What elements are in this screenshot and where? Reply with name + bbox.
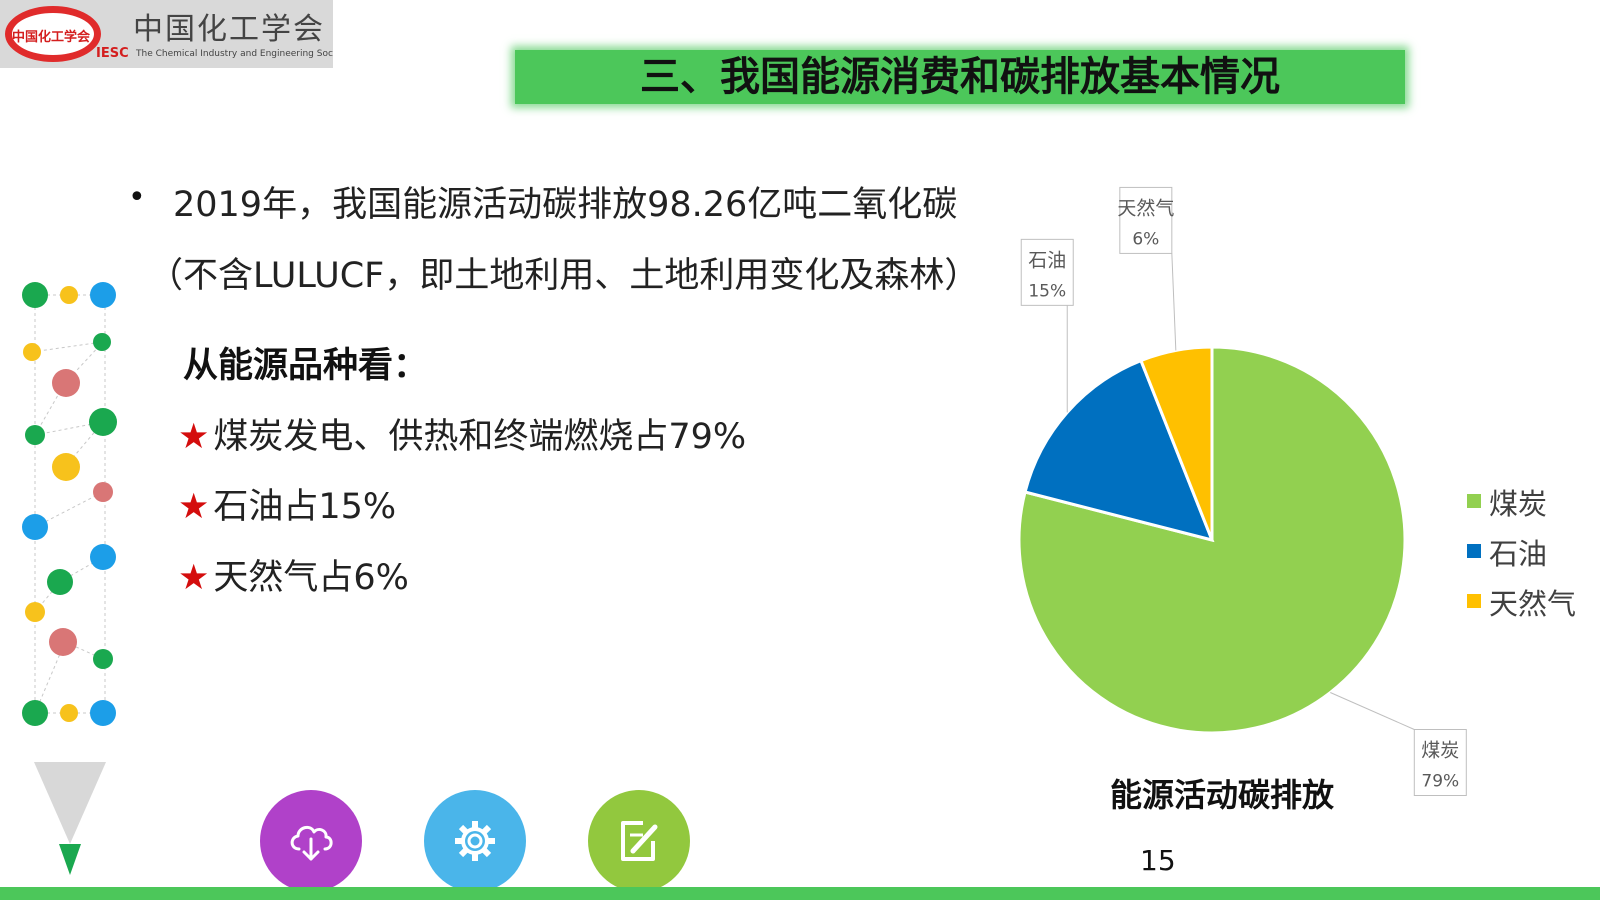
logo-chinese-name: 中国化工学会 <box>133 12 325 47</box>
logo-english-name: The Chemical Industry and Engineering So… <box>136 49 333 59</box>
list-item-text: 煤炭发电、供热和终端燃烧占79% <box>213 417 747 457</box>
list-item: ★ 石油占15% <box>178 478 396 529</box>
data-label: 石油 15% <box>1020 238 1074 413</box>
legend-label: 天然气 <box>1489 587 1576 621</box>
gear-icon <box>455 821 495 861</box>
legend-label: 煤炭 <box>1489 487 1547 521</box>
slide-title: 三、我国能源消费和碳排放基本情况 <box>640 54 1280 100</box>
star-icon: ★ <box>178 487 210 527</box>
list-item-text: 石油占15% <box>213 487 397 527</box>
data-label-value: 79% <box>1421 771 1459 791</box>
data-label: 煤炭 79% <box>1330 692 1467 796</box>
data-label-value: 15% <box>1028 281 1066 301</box>
star-icon: ★ <box>178 417 210 457</box>
legend-swatch <box>1467 544 1481 558</box>
cloud-download-button[interactable] <box>260 790 362 892</box>
settings-button[interactable] <box>424 790 526 892</box>
pie-slice <box>1017 345 1407 735</box>
bullet-line-1: 2019年，我国能源活动碳排放98.26亿吨二氧化碳 <box>173 185 958 225</box>
cloud-download-icon <box>290 825 333 861</box>
page-number: 15 <box>1140 844 1176 877</box>
star-icon: ★ <box>178 558 210 598</box>
legend-swatch <box>1467 594 1481 608</box>
pie-slice <box>1139 345 1214 541</box>
leader-line <box>1330 692 1415 730</box>
bullet-line-2: （不含LULUCF，即土地利用、土地利用变化及森林） <box>148 256 980 296</box>
molecule-decoration <box>22 282 117 726</box>
edit-button[interactable] <box>588 790 690 892</box>
logo-ring <box>5 6 101 62</box>
bullet-point: • <box>128 180 146 215</box>
logo-abbreviation: IESC <box>96 46 129 61</box>
edit-icon <box>621 821 658 861</box>
pencil-decoration <box>34 762 106 875</box>
data-label: 天然气 6% <box>1117 186 1177 351</box>
society-logo: 中国化工学会 IESC 中国化工学会 The Chemical Industry… <box>0 0 333 68</box>
data-label-category: 天然气 <box>1117 197 1174 219</box>
data-label-value: 6% <box>1132 229 1159 249</box>
list-item-text: 天然气占6% <box>213 558 409 598</box>
bottom-accent-bar <box>0 887 1600 900</box>
subheading: 从能源品种看： <box>183 346 429 386</box>
title-banner <box>515 50 1405 104</box>
legend-swatch <box>1467 494 1481 508</box>
data-label-category: 煤炭 <box>1421 739 1459 761</box>
list-item: ★ 天然气占6% <box>178 549 409 600</box>
list-item: ★ 煤炭发电、供热和终端燃烧占79% <box>178 408 746 459</box>
logo-ring-text: 中国化工学会 <box>12 30 91 45</box>
data-label-category: 石油 <box>1028 249 1066 271</box>
chart-title: 能源活动碳排放 <box>1110 776 1335 814</box>
leader-line <box>1171 253 1177 351</box>
legend-label: 石油 <box>1489 537 1547 571</box>
